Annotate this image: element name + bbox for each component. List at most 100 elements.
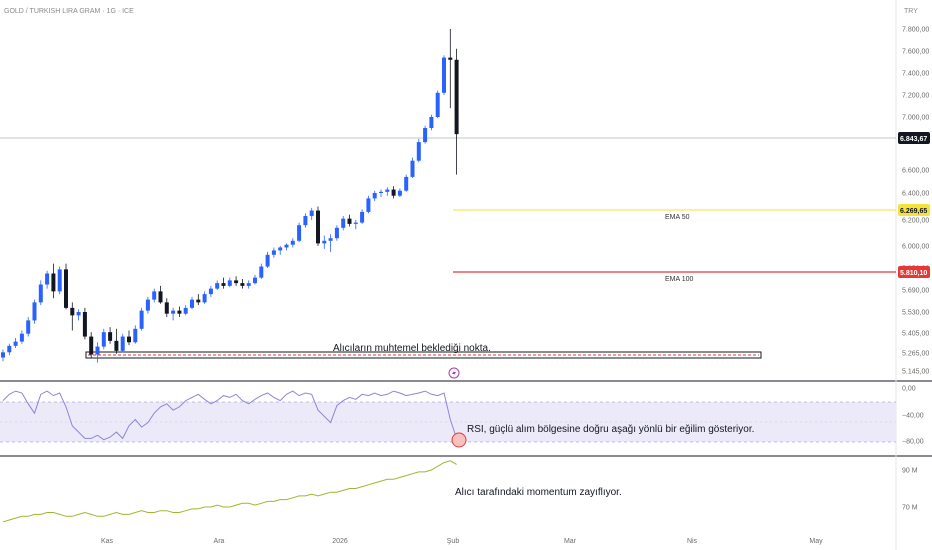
candle	[95, 342, 100, 363]
candle-body	[397, 190, 402, 196]
rsi-axis: 0,00 −40,00 −80,00	[902, 386, 924, 446]
candle-body	[322, 240, 327, 244]
candle-body	[309, 210, 314, 216]
candle-body	[435, 92, 440, 117]
candle-body	[45, 273, 50, 285]
ema100-tag: 5.810,10	[898, 266, 930, 278]
candle-body	[76, 312, 81, 316]
candle-body	[265, 254, 270, 267]
candle	[448, 29, 453, 109]
candle-body	[32, 302, 37, 321]
candle-body	[190, 299, 194, 308]
buyer-zone: Alıcıların muhtemel beklediği nokta.	[85, 343, 762, 359]
candle-body	[19, 333, 24, 342]
candle-body	[246, 283, 251, 286]
candle-body	[442, 57, 446, 93]
candle-body	[372, 193, 377, 199]
candle	[284, 243, 289, 251]
candle	[89, 332, 94, 359]
candle-body	[410, 160, 415, 177]
price-tick-label: 5.145,00	[902, 369, 929, 376]
candle-body	[234, 280, 239, 284]
candle	[177, 306, 182, 318]
candle	[114, 328, 119, 354]
candle	[442, 55, 446, 95]
ema50-tag: 6.269,65	[898, 204, 930, 216]
candle-body	[391, 189, 396, 196]
candle-body	[82, 312, 87, 337]
candle	[297, 222, 302, 243]
candle-body	[448, 57, 453, 60]
candle-body	[259, 266, 264, 278]
candle	[341, 215, 346, 231]
candle	[38, 280, 43, 306]
candle	[158, 285, 163, 304]
momentum-note: Alıcı tarafındaki momentum zayıflıyor.	[455, 487, 622, 498]
rsi-line	[2, 390, 458, 441]
ema50-group: EMA 50	[453, 209, 896, 221]
price-tick-label: 7.000,00	[902, 115, 929, 122]
candle	[372, 190, 377, 202]
time-tick-label: Kas	[101, 538, 114, 545]
candle	[303, 213, 308, 228]
candle	[221, 277, 226, 289]
candle	[32, 299, 37, 324]
candle-body	[347, 218, 352, 224]
candle	[385, 187, 390, 196]
candle	[435, 90, 440, 119]
momentum-line	[2, 460, 457, 523]
candle-body	[127, 336, 131, 343]
candle-body	[290, 240, 295, 245]
candle-body	[404, 176, 409, 191]
lightning-bolt	[452, 369, 456, 377]
event-marker[interactable]	[448, 367, 460, 379]
candle-body	[215, 283, 220, 289]
candle	[26, 317, 31, 337]
candle	[347, 214, 352, 227]
ema100-group: EMA 100	[453, 271, 896, 283]
candle	[139, 307, 144, 331]
candle-body	[89, 336, 94, 355]
candle	[366, 195, 371, 214]
buyer-zone-box	[85, 351, 762, 359]
price-axis: 7.800,00 7.600,00 7.400,00 7.200,00 7.000,00…	[902, 27, 929, 376]
price-tick-label: 7.200,00	[902, 93, 929, 100]
candle	[45, 270, 50, 289]
candle	[404, 174, 409, 192]
price-tick-label: 5.690,00	[902, 288, 929, 295]
candle	[309, 207, 314, 220]
candle-body	[139, 310, 144, 329]
ema50-label: EMA 50	[665, 214, 690, 221]
price-tick-label: 6.400,00	[902, 191, 929, 198]
candle-body	[164, 302, 169, 314]
candle-body	[13, 341, 18, 346]
candle	[152, 288, 157, 303]
price-tick-label: 7.600,00	[902, 49, 929, 56]
candle	[76, 309, 81, 321]
ema100-label: EMA 100	[665, 276, 694, 283]
candle-body	[221, 283, 226, 286]
candle-body	[227, 280, 232, 286]
candle	[164, 298, 169, 318]
candle	[454, 48, 459, 175]
candle-body	[57, 269, 62, 292]
rsi-tick-label: −40,00	[902, 413, 924, 420]
time-tick-label: Mar	[564, 538, 577, 545]
candle-body	[177, 310, 182, 314]
price-tick-label: 6.600,00	[902, 168, 929, 175]
candle-body	[328, 238, 333, 241]
candle	[133, 325, 138, 344]
symbol-title: GOLD / TURKISH LIRA GRAM · 1G · ICE	[4, 8, 134, 15]
candle-body	[379, 191, 383, 193]
candle-body	[284, 244, 289, 248]
ema100-tag-bg	[898, 266, 930, 278]
candle-body	[416, 142, 421, 161]
candle	[360, 209, 365, 224]
candle	[353, 220, 358, 230]
candle-body	[316, 210, 320, 244]
candle	[101, 328, 106, 350]
candle-body	[64, 269, 68, 308]
candle-body	[271, 250, 276, 255]
candle	[416, 139, 421, 163]
